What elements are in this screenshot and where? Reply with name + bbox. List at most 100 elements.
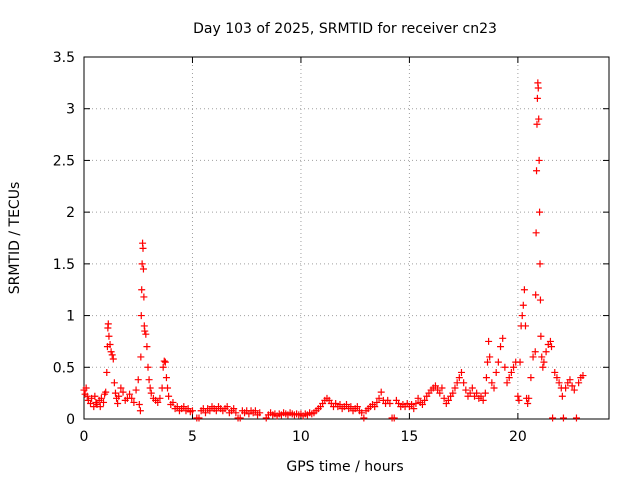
data-point bbox=[553, 374, 561, 382]
data-point bbox=[466, 389, 474, 397]
data-point bbox=[575, 379, 583, 387]
data-point bbox=[440, 394, 448, 402]
data-point bbox=[145, 376, 153, 384]
data-point bbox=[169, 398, 177, 406]
data-point bbox=[481, 389, 489, 397]
y-tick-label: 3.5 bbox=[53, 50, 75, 66]
data-point bbox=[188, 407, 196, 415]
data-point bbox=[180, 403, 188, 411]
data-point bbox=[482, 374, 490, 382]
data-point bbox=[572, 414, 580, 422]
data-point bbox=[484, 358, 492, 366]
data-point bbox=[457, 368, 465, 376]
data-point bbox=[490, 384, 498, 392]
data-point bbox=[104, 320, 112, 328]
data-point bbox=[499, 334, 507, 342]
data-point bbox=[488, 379, 496, 387]
data-point bbox=[161, 358, 169, 366]
data-point bbox=[525, 394, 533, 402]
data-point bbox=[455, 374, 463, 382]
data-point bbox=[533, 167, 541, 175]
data-point bbox=[510, 363, 518, 371]
data-point bbox=[539, 363, 547, 371]
data-point bbox=[251, 407, 259, 415]
data-point bbox=[201, 409, 209, 417]
data-point bbox=[546, 337, 554, 345]
data-point bbox=[353, 403, 361, 411]
data-point bbox=[144, 363, 152, 371]
data-point bbox=[468, 384, 476, 392]
data-point bbox=[536, 296, 544, 304]
data-point bbox=[492, 368, 500, 376]
data-point bbox=[532, 229, 540, 237]
data-point bbox=[97, 394, 105, 402]
data-point bbox=[358, 409, 366, 417]
x-tick-label: 10 bbox=[292, 429, 310, 445]
data-point bbox=[106, 341, 114, 349]
data-point bbox=[477, 392, 485, 400]
data-point bbox=[141, 327, 149, 335]
data-point bbox=[165, 392, 173, 400]
data-point bbox=[514, 392, 522, 400]
data-point bbox=[479, 396, 487, 404]
data-point bbox=[559, 414, 567, 422]
data-point bbox=[386, 399, 394, 407]
data-point bbox=[109, 355, 117, 363]
data-point bbox=[108, 351, 116, 359]
data-point bbox=[431, 382, 439, 390]
data-point bbox=[390, 414, 398, 422]
data-point bbox=[534, 84, 542, 92]
data-point bbox=[115, 392, 123, 400]
data-point bbox=[438, 384, 446, 392]
data-point bbox=[132, 386, 140, 394]
data-point bbox=[537, 332, 545, 340]
data-point bbox=[140, 293, 148, 301]
data-point bbox=[139, 244, 147, 252]
data-point bbox=[486, 353, 494, 361]
data-point bbox=[347, 403, 355, 411]
data-point bbox=[206, 407, 214, 415]
data-point bbox=[138, 286, 146, 294]
data-point bbox=[527, 374, 535, 382]
data-point bbox=[533, 120, 541, 128]
data-point bbox=[105, 332, 113, 340]
data-point bbox=[520, 286, 528, 294]
data-point bbox=[343, 401, 350, 409]
data-point bbox=[87, 399, 95, 407]
y-axis-label: SRMTID / TECUs bbox=[7, 182, 23, 295]
axis-ticks bbox=[83, 56, 609, 420]
data-point bbox=[103, 368, 111, 376]
data-point bbox=[136, 407, 144, 415]
data-point bbox=[117, 384, 125, 392]
data-point bbox=[562, 384, 570, 392]
data-point bbox=[360, 414, 368, 422]
data-point bbox=[538, 353, 546, 361]
data-point bbox=[515, 396, 523, 404]
data-point bbox=[160, 357, 168, 365]
data-point bbox=[529, 353, 537, 361]
data-point bbox=[114, 399, 122, 407]
data-point bbox=[436, 389, 444, 397]
data-point bbox=[232, 409, 240, 417]
data-point bbox=[156, 394, 164, 402]
data-point bbox=[451, 384, 459, 392]
data-point bbox=[449, 389, 457, 397]
data-point bbox=[173, 403, 181, 411]
data-point bbox=[137, 353, 145, 361]
data-point bbox=[256, 409, 264, 417]
data-point bbox=[119, 388, 127, 396]
y-tick-label: 0 bbox=[66, 412, 75, 428]
data-point bbox=[533, 94, 541, 102]
data-point bbox=[410, 405, 418, 413]
data-point bbox=[507, 368, 515, 376]
data-point bbox=[96, 403, 104, 411]
data-point bbox=[540, 358, 548, 366]
data-point bbox=[421, 396, 429, 404]
data-point bbox=[154, 398, 162, 406]
data-point bbox=[521, 322, 529, 330]
data-point bbox=[558, 392, 566, 400]
y-tick-label: 0.5 bbox=[53, 360, 75, 376]
data-point bbox=[542, 348, 550, 356]
data-point bbox=[536, 260, 544, 268]
y-tick-label: 1.5 bbox=[53, 257, 75, 273]
